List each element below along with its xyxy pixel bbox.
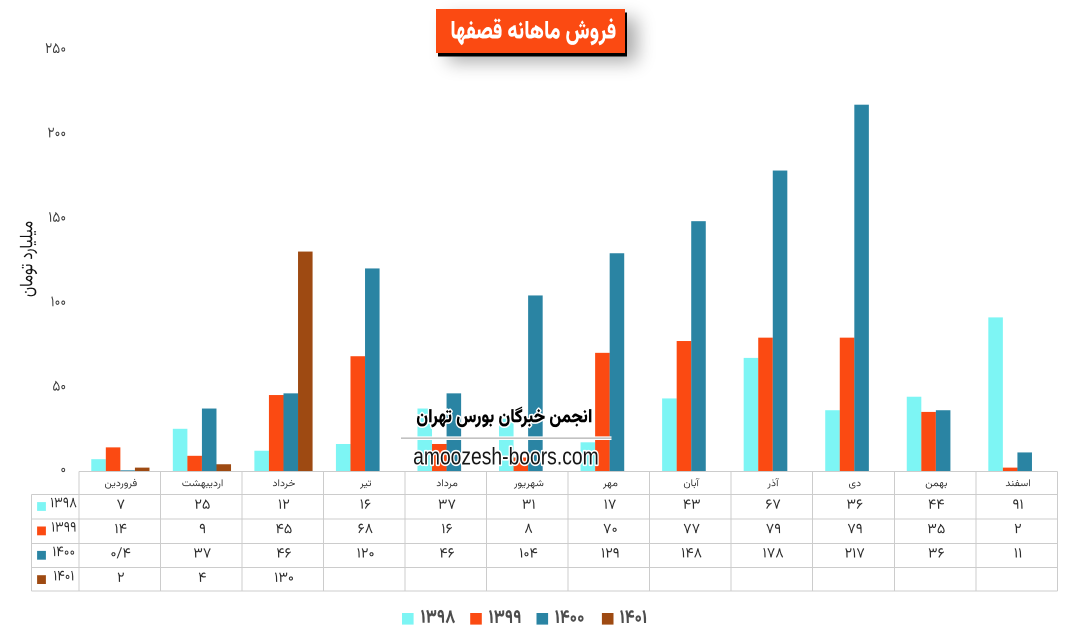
svg-text:amoozesh-boors.com: amoozesh-boors.com xyxy=(413,443,599,470)
